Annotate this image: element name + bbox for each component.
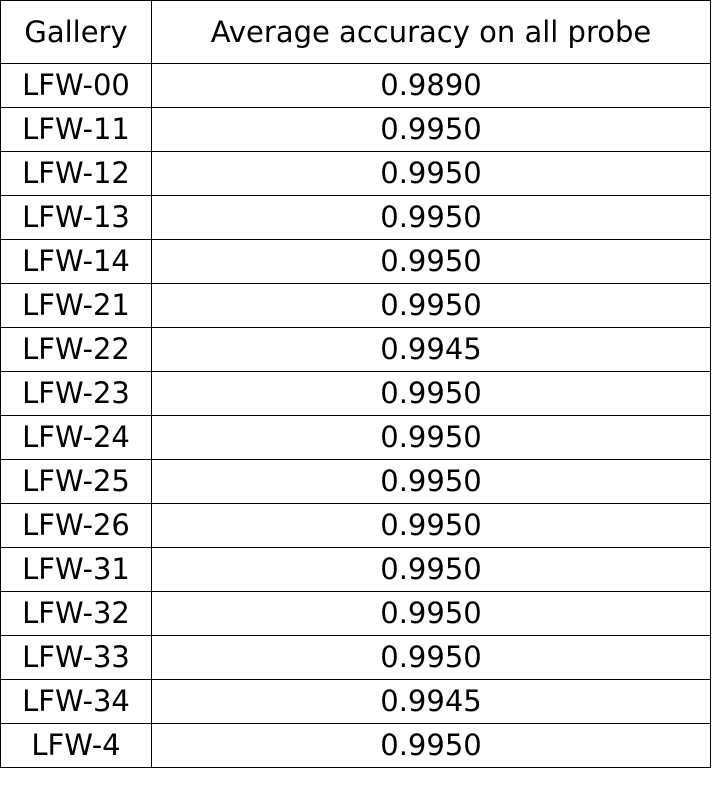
gallery-cell: LFW-33 bbox=[0, 635, 152, 680]
accuracy-cell: 0.9950 bbox=[151, 371, 711, 416]
gallery-cell: LFW-26 bbox=[0, 503, 152, 548]
table-row: LFW-26 0.9950 bbox=[0, 503, 711, 548]
gallery-cell: LFW-14 bbox=[0, 239, 152, 284]
gallery-cell: LFW-32 bbox=[0, 591, 152, 636]
accuracy-cell: 0.9950 bbox=[151, 591, 711, 636]
table-row: LFW-31 0.9950 bbox=[0, 547, 711, 592]
gallery-cell: LFW-00 bbox=[0, 63, 152, 108]
header-row: Gallery Average accuracy on all probe bbox=[0, 0, 711, 64]
gallery-cell: LFW-25 bbox=[0, 459, 152, 504]
table-row: LFW-34 0.9945 bbox=[0, 679, 711, 724]
accuracy-cell: 0.9945 bbox=[151, 679, 711, 724]
gallery-cell: LFW-21 bbox=[0, 283, 152, 328]
table-row: LFW-24 0.9950 bbox=[0, 415, 711, 460]
accuracy-cell: 0.9950 bbox=[151, 195, 711, 240]
accuracy-cell: 0.9950 bbox=[151, 723, 711, 768]
table-row: LFW-22 0.9945 bbox=[0, 327, 711, 372]
accuracy-cell: 0.9950 bbox=[151, 107, 711, 152]
accuracy-cell: 0.9950 bbox=[151, 239, 711, 284]
column-header-gallery: Gallery bbox=[0, 0, 152, 64]
table-row: LFW-23 0.9950 bbox=[0, 371, 711, 416]
table-row: LFW-32 0.9950 bbox=[0, 591, 711, 636]
gallery-cell: LFW-34 bbox=[0, 679, 152, 724]
accuracy-cell: 0.9950 bbox=[151, 151, 711, 196]
accuracy-cell: 0.9890 bbox=[151, 63, 711, 108]
gallery-cell: LFW-11 bbox=[0, 107, 152, 152]
table-row: LFW-33 0.9950 bbox=[0, 635, 711, 680]
accuracy-cell: 0.9950 bbox=[151, 547, 711, 592]
gallery-cell: LFW-24 bbox=[0, 415, 152, 460]
gallery-cell: LFW-13 bbox=[0, 195, 152, 240]
gallery-cell: LFW-12 bbox=[0, 151, 152, 196]
gallery-cell: LFW-31 bbox=[0, 547, 152, 592]
accuracy-cell: 0.9945 bbox=[151, 327, 711, 372]
accuracy-cell: 0.9950 bbox=[151, 283, 711, 328]
accuracy-cell: 0.9950 bbox=[151, 459, 711, 504]
column-header-accuracy: Average accuracy on all probe bbox=[151, 0, 711, 64]
table-row: LFW-13 0.9950 bbox=[0, 195, 711, 240]
table-row: LFW-00 0.9890 bbox=[0, 63, 711, 108]
table-row: LFW-21 0.9950 bbox=[0, 283, 711, 328]
gallery-cell: LFW-22 bbox=[0, 327, 152, 372]
accuracy-cell: 0.9950 bbox=[151, 635, 711, 680]
accuracy-table: Gallery Average accuracy on all probe LF… bbox=[0, 0, 711, 768]
accuracy-cell: 0.9950 bbox=[151, 415, 711, 460]
table-row: LFW-11 0.9950 bbox=[0, 107, 711, 152]
accuracy-cell: 0.9950 bbox=[151, 503, 711, 548]
table-row: LFW-4 0.9950 bbox=[0, 723, 711, 768]
gallery-cell: LFW-4 bbox=[0, 723, 152, 768]
gallery-cell: LFW-23 bbox=[0, 371, 152, 416]
table-row: LFW-25 0.9950 bbox=[0, 459, 711, 504]
table-row: LFW-12 0.9950 bbox=[0, 151, 711, 196]
table-row: LFW-14 0.9950 bbox=[0, 239, 711, 284]
